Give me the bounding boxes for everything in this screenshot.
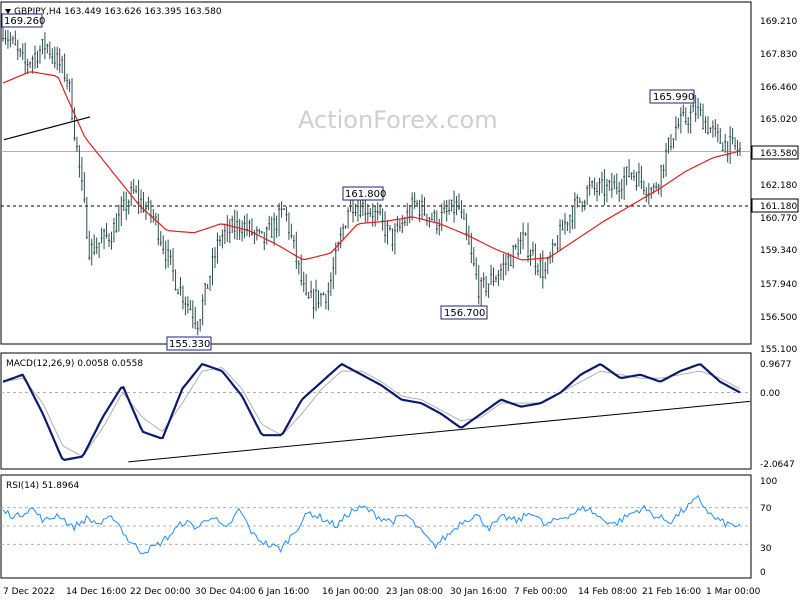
annotation-box: [342, 186, 384, 201]
macd-signal-line: [2, 367, 741, 457]
current-price-box: [751, 145, 799, 160]
price-tick: 159.340: [760, 246, 797, 256]
annotation-box: [1, 13, 43, 28]
price-tick: 160.770: [760, 214, 797, 224]
time-tick: 30 Dec 04:00: [195, 587, 256, 597]
rsi-line: [2, 494, 741, 555]
watermark: ActionForex.com: [298, 106, 498, 134]
price-axis: 169.210 167.830 166.460 165.020 162.180 …: [760, 17, 797, 355]
current-price-label: 163.580: [760, 149, 797, 159]
price-tick: 167.830: [760, 50, 797, 60]
macd-tick: 0.00: [760, 389, 780, 399]
macd-tick: -2.0647: [760, 460, 795, 470]
time-tick: 6 Jan 16:00: [258, 587, 310, 597]
annotation-swing-low-label: 156.700: [444, 308, 485, 319]
rsi-tick: 30: [760, 544, 772, 554]
macd-panel-frame: [0, 352, 752, 470]
time-tick: 21 Feb 16:00: [642, 587, 701, 597]
price-tick: 165.020: [760, 115, 797, 125]
annotation-box: [166, 336, 212, 351]
chart-header: GBPJPY,H4 163.449 163.626 163.395 163.58…: [14, 7, 222, 17]
rsi-tick: 70: [760, 504, 772, 514]
price-tick: 155.100: [760, 345, 797, 355]
price-tick: 166.460: [760, 83, 797, 93]
time-tick: 14 Feb 08:00: [578, 587, 637, 597]
time-axis: 7 Dec 2022 14 Dec 16:00 22 Dec 00:00 30 …: [3, 587, 761, 597]
ema-line: [2, 71, 741, 261]
macd-title: MACD(12,26,9) 0.0058 0.0558: [6, 359, 143, 369]
macd-tick: 0.9677: [760, 360, 792, 370]
time-tick: 14 Dec 16:00: [66, 587, 127, 597]
price-tick: 162.180: [760, 181, 797, 191]
price-tick: 169.210: [760, 17, 797, 27]
time-tick: 16 Jan 00:00: [322, 587, 379, 597]
macd-layer: [1, 362, 751, 463]
price-tick: 156.500: [760, 313, 797, 323]
annotation-box: [649, 89, 695, 104]
support-price-box: [751, 198, 799, 213]
macd-trend-line: [128, 400, 751, 463]
trend-line: [3, 116, 91, 141]
rsi-tick: 100: [760, 477, 777, 487]
time-tick: 7 Dec 2022: [3, 587, 55, 597]
annotation-low-label: 155.330: [169, 339, 210, 350]
price-layer: [1, 17, 751, 336]
annotation-box: [440, 305, 488, 320]
time-tick: 23 Jan 08:00: [386, 587, 443, 597]
annotation-high-label: 169.260: [4, 16, 45, 27]
annotation-swing-high-label: 161.800: [345, 189, 386, 200]
time-tick: 1 Mar 00:00: [706, 587, 761, 597]
support-price-label: 161.180: [760, 202, 797, 212]
chevron-down-icon[interactable]: [5, 9, 11, 14]
rsi-title: RSI(14) 51.8964: [6, 481, 79, 491]
time-tick: 30 Jan 16:00: [450, 587, 507, 597]
macd-line: [2, 362, 741, 461]
rsi-layer: [1, 494, 751, 555]
time-tick: 22 Dec 00:00: [130, 587, 191, 597]
time-tick: 7 Feb 00:00: [514, 587, 568, 597]
annotation-recent-high-label: 165.990: [653, 92, 694, 103]
price-panel-frame: [0, 1, 752, 345]
rsi-tick: 0: [760, 568, 766, 578]
price-tick: 157.940: [760, 280, 797, 290]
